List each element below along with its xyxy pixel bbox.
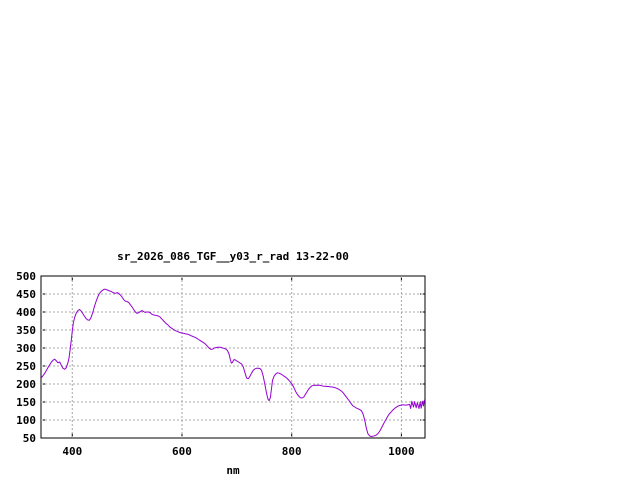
y-tick-label-250: 250 bbox=[16, 360, 36, 373]
x-tick-label-800: 800 bbox=[282, 445, 302, 458]
chart-title: sr_2026_086_TGF__y03_r_rad 13-22-00 bbox=[117, 250, 349, 263]
x-tick-label-600: 600 bbox=[172, 445, 192, 458]
x-tick-label-400: 400 bbox=[62, 445, 82, 458]
plot-border bbox=[40, 275, 426, 439]
y-tick-label-150: 150 bbox=[16, 396, 36, 409]
x-tick-label-1000: 1000 bbox=[388, 445, 415, 458]
y-tick-label-500: 500 bbox=[16, 270, 36, 283]
x-axis-label: nm bbox=[226, 464, 240, 477]
y-tick-label-200: 200 bbox=[16, 378, 36, 391]
y-tick-label-400: 400 bbox=[16, 306, 36, 319]
y-tick-label-450: 450 bbox=[16, 288, 36, 301]
y-tick-label-50: 50 bbox=[23, 432, 36, 445]
y-tick-label-100: 100 bbox=[16, 414, 36, 427]
y-tick-label-300: 300 bbox=[16, 342, 36, 355]
y-tick-label-350: 350 bbox=[16, 324, 36, 337]
data-line-0 bbox=[41, 288, 425, 438]
